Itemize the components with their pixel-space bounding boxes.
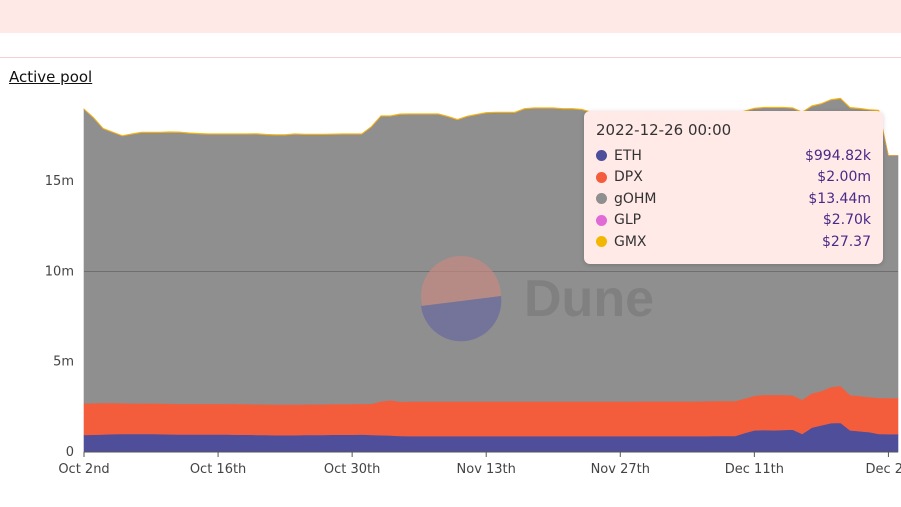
tooltip-series-name: GLP <box>614 212 642 229</box>
tooltip-row-eth: ETH $994.82k <box>596 145 871 167</box>
x-tick-label: Dec 11th <box>725 462 784 477</box>
y-tick-label: 0 <box>66 445 74 460</box>
chart-title[interactable]: Active pool <box>9 68 93 86</box>
eth-dot-icon <box>596 150 607 162</box>
x-tick-label: Oct 30th <box>324 462 381 477</box>
tooltip-series-value: $2.00m <box>817 169 871 186</box>
header-divider <box>0 57 901 58</box>
tooltip-series-value: $27.37 <box>822 233 871 250</box>
gmx-dot-icon <box>596 236 607 248</box>
y-tick-label: 15m <box>45 174 74 189</box>
tooltip-row-gohm: gOHM $13.44m <box>596 188 871 210</box>
tooltip-row-gmx: GMX $27.37 <box>596 231 871 253</box>
x-tick-label: Nov 27th <box>591 462 650 477</box>
tooltip-series-name: gOHM <box>614 190 657 207</box>
dune-logo-segment-lower <box>423 296 501 335</box>
tooltip-date: 2022-12-26 00:00 <box>596 121 732 139</box>
x-tick-label: Oct 2nd <box>58 462 109 477</box>
hover-tooltip: 2022-12-26 00:00 ETH $994.82k DPX $2.00m… <box>584 111 883 264</box>
gohm-dot-icon <box>596 193 607 205</box>
tooltip-series-value: $2.70k <box>822 212 871 229</box>
x-tick-label: Nov 13th <box>457 462 516 477</box>
y-axis: 0 5m 10m 15m <box>45 174 74 460</box>
dpx-dot-icon <box>596 171 607 183</box>
x-axis: Oct 2nd Oct 16th Oct 30th Nov 13th Nov 27th D… <box>58 451 901 477</box>
tooltip-series-name: GMX <box>614 233 647 250</box>
y-tick-label: 10m <box>45 264 74 279</box>
tooltip-series-value: $994.82k <box>804 147 871 164</box>
dune-wordmark: Dune <box>524 270 654 328</box>
dune-watermark: Dune <box>421 256 654 342</box>
x-tick-label: Oct 16th <box>190 462 247 477</box>
tooltip-series-name: ETH <box>614 147 642 164</box>
glp-dot-icon <box>596 214 607 226</box>
tooltip-series-name: DPX <box>614 169 643 186</box>
tooltip-row-glp: GLP $2.70k <box>596 210 871 232</box>
x-tick-label: Dec 25 <box>866 462 901 477</box>
tooltip-series-value: $13.44m <box>808 190 871 207</box>
area-series-gmx <box>83 97 898 156</box>
y-tick-label: 5m <box>53 355 74 370</box>
tooltip-row-dpx: DPX $2.00m <box>596 167 871 189</box>
top-banner <box>0 0 901 33</box>
